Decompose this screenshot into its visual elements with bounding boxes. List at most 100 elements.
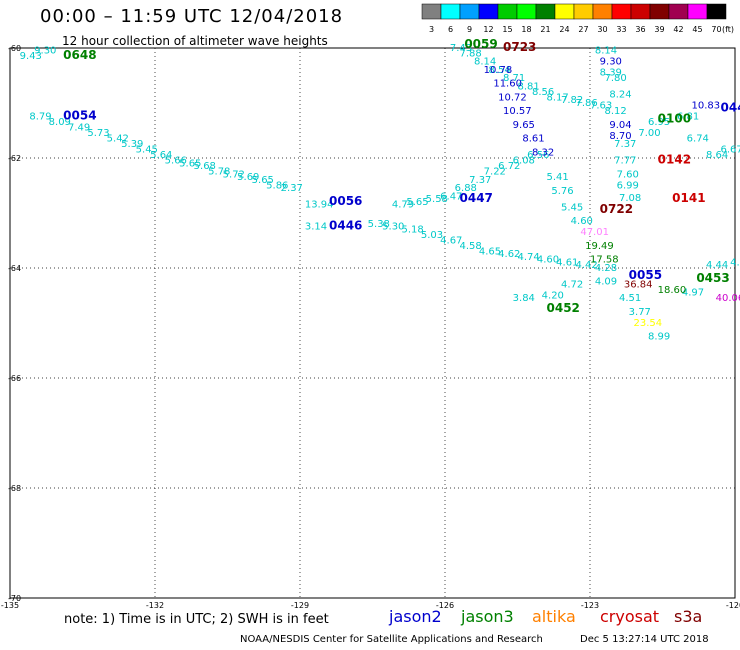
- lat-tick-label: -68: [8, 484, 21, 493]
- swh-observation: 8.12: [605, 106, 627, 117]
- swh-observation: 8.61: [522, 134, 544, 145]
- swh-observation: 7.49: [68, 123, 90, 134]
- swh-observation: 18.60: [658, 285, 687, 296]
- swh-observation: 8.17: [547, 92, 569, 103]
- lat-tick-label: -66: [8, 374, 21, 383]
- color-bin-label: 12: [483, 25, 493, 34]
- pass-time-label: 0054: [63, 109, 96, 123]
- swh-observation: 47.01: [580, 227, 609, 238]
- swh-observation: 4.28: [595, 263, 617, 274]
- swh-observation: 7.63: [590, 101, 612, 112]
- pass-time-label: 0448: [721, 100, 740, 114]
- color-bin-label: 24: [559, 25, 569, 34]
- swh-observation: 4.67: [440, 235, 462, 246]
- swh-observation: 5.42: [107, 134, 129, 145]
- swh-observation: 6.47: [440, 191, 462, 202]
- pass-time-label: 0453: [696, 271, 729, 285]
- swh-observation: 40.06: [716, 293, 740, 304]
- swh-observation: 8.24: [609, 90, 631, 101]
- swh-observation: 10.72: [498, 92, 527, 103]
- pass-time-label: 0452: [547, 301, 580, 315]
- swh-observation: 5.68: [194, 161, 216, 172]
- footer-note: note: 1) Time is in UTC; 2) SWH is in fe…: [64, 612, 329, 627]
- swh-observation: 5.65: [406, 197, 428, 208]
- swh-observation: 8.71: [503, 73, 525, 84]
- swh-observation: 8.39: [600, 68, 622, 79]
- swh-observation: 4.61: [556, 257, 578, 268]
- swh-observation: 6.81: [677, 112, 699, 123]
- swh-observation: 6.67: [721, 145, 740, 156]
- swh-observation: 7.37: [614, 139, 636, 150]
- swh-observation: 6.08: [513, 156, 535, 167]
- pass-time-label: 0142: [658, 153, 691, 167]
- swh-observation: 8.99: [648, 332, 670, 343]
- swh-observation: 5.86: [266, 180, 288, 191]
- color-bin-label: 30: [597, 25, 607, 34]
- swh-observation: 7.86: [576, 98, 598, 109]
- pass-time-label: 0141: [672, 191, 705, 205]
- swh-observation: 9.30: [600, 57, 622, 68]
- map-frame: [9, 47, 736, 599]
- swh-observation: 19.49: [585, 241, 614, 252]
- pass-time-label: 0648: [63, 48, 96, 62]
- pass-time-label: 0100: [658, 111, 691, 125]
- color-bin-label: 6: [448, 25, 453, 34]
- swh-observation: 23.54: [634, 318, 663, 329]
- legend-cryosat: cryosat: [600, 607, 660, 626]
- legend-s3a: s3a: [674, 607, 703, 626]
- swh-observation: 7.37: [469, 175, 491, 186]
- credit-line: NOAA/NESDIS Center for Satellite Applica…: [240, 634, 543, 645]
- swh-observation: 4.44: [706, 260, 728, 271]
- swh-observation: 3.84: [513, 293, 535, 304]
- swh-observation: 6.74: [687, 134, 709, 145]
- color-bin-label: 27: [578, 25, 588, 34]
- swh-observation: 4.42: [576, 260, 598, 271]
- swh-observation: 5.72: [223, 169, 245, 180]
- pass-time-label: 0056: [329, 194, 362, 208]
- color-bin-label: 39: [654, 25, 664, 34]
- swh-observation: 36.84: [624, 279, 653, 290]
- swh-observation: 10.57: [503, 106, 532, 117]
- swh-observation: 13.94: [305, 200, 334, 211]
- swh-observation: 9.65: [513, 120, 535, 131]
- pass-time-label: 0447: [460, 191, 493, 205]
- swh-observation: 5.69: [237, 172, 259, 183]
- swh-observation: 8.09: [49, 117, 71, 128]
- lat-tick-label: -60: [8, 44, 21, 53]
- swh-observation: 5.30: [382, 222, 404, 233]
- swh-observation: 4.79: [392, 200, 414, 211]
- legend-jason3: jason3: [461, 607, 514, 626]
- legend-jason2: jason2: [389, 607, 442, 626]
- swh-observation: 4.51: [619, 293, 641, 304]
- color-scale-legend: 3 6 9 12 15 18 21 24 27 30 33 36 39 42 45 70 (ft): [421, 3, 734, 34]
- swh-observation: 8.64: [706, 150, 728, 161]
- legend-altika: altika: [532, 607, 576, 626]
- swh-observation: 8.14: [595, 46, 617, 57]
- swh-observation: 7.88: [460, 48, 482, 59]
- swh-observation: 4.74: [518, 252, 540, 263]
- generated-timestamp: Dec 5 13:27:14 UTC 2018: [580, 634, 709, 645]
- color-bin-label: 3: [429, 25, 434, 34]
- color-bin-label: 9: [467, 25, 472, 34]
- color-bin-label: 42: [673, 25, 683, 34]
- swh-observation: 4.97: [682, 288, 704, 299]
- pass-time-label: 0055: [629, 268, 662, 282]
- swh-observation: 8.70: [609, 131, 631, 142]
- swh-observation: 7.43: [450, 43, 472, 54]
- swh-observation: 6.56: [527, 150, 549, 161]
- swh-observation: 5.78: [208, 167, 230, 178]
- swh-observation: 5.18: [402, 224, 424, 235]
- swh-observation: 5.39: [121, 139, 143, 150]
- swh-observation: 5.38: [368, 219, 390, 230]
- swh-observation: 4.09: [595, 277, 617, 288]
- swh-observation: 4.62: [498, 249, 520, 260]
- swh-observation: 5.58: [426, 194, 448, 205]
- swh-observation: 10.78: [484, 65, 513, 76]
- lon-tick-label: -126: [436, 601, 454, 610]
- swh-observation: 9.43: [20, 51, 42, 62]
- swh-observation: 6.88: [455, 183, 477, 194]
- swh-observation: 8.14: [474, 57, 496, 68]
- swh-observation: 8.32: [532, 147, 554, 158]
